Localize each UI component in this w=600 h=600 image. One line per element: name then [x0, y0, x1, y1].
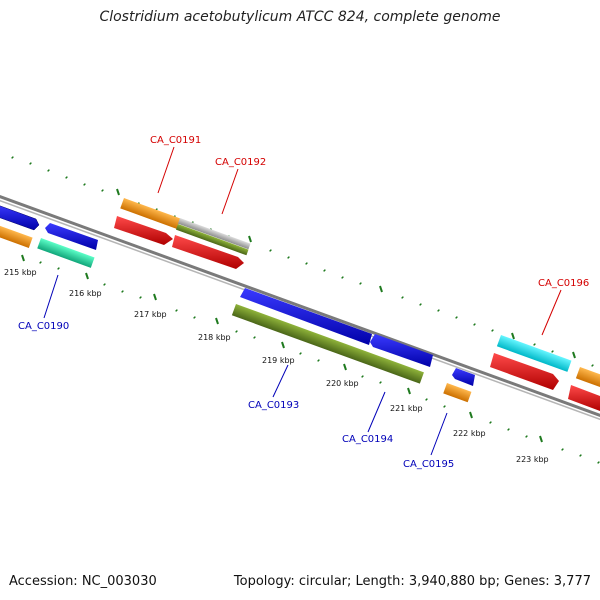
accession-text: Accession: NC_003030 [9, 574, 157, 589]
tick-label: 219 kbp [262, 356, 295, 365]
gene-labels: CA_C0191 CA_C0192 CA_C0196 CA_C0190 CA_C… [18, 135, 589, 470]
gene-teal-left [37, 238, 95, 268]
gene-features [0, 198, 600, 411]
gene-cyan-c0196 [496, 335, 572, 372]
gene-blue-c0193 [240, 288, 372, 345]
gene-red-c0191b [114, 216, 173, 245]
gene-red-c0196b [490, 353, 559, 390]
topology-text: Topology: circular; Length: 3,940,880 bp… [233, 574, 591, 589]
gene-label-ca-c0191: CA_C0191 [150, 135, 201, 146]
tick-label: 215 kbp [4, 268, 37, 277]
tick-label: 216 kbp [69, 289, 102, 298]
gene-label-ca-c0192: CA_C0192 [215, 157, 266, 168]
gene-label-ca-c0193: CA_C0193 [248, 400, 299, 411]
gene-label-ca-c0194: CA_C0194 [342, 434, 393, 445]
gene-olive-c0193 [231, 304, 424, 384]
gene-blue-c0195 [452, 368, 475, 386]
gene-red-c0192b [172, 235, 244, 269]
gene-blue-left-top [0, 205, 40, 231]
gene-orange-c0191 [120, 198, 181, 229]
gene-orange-right [575, 367, 600, 392]
gene-label-ca-c0196: CA_C0196 [538, 278, 589, 289]
tick-label: 218 kbp [198, 333, 231, 342]
gene-orange-left [0, 224, 33, 249]
lower-scale [21, 254, 600, 464]
gene-label-ca-c0190: CA_C0190 [18, 321, 69, 332]
gene-olive-c0192 [175, 224, 249, 256]
tick-label: 220 kbp [326, 379, 359, 388]
leader-lines [43, 146, 562, 456]
tick-label: 222 kbp [453, 429, 486, 438]
tick-label: 217 kbp [134, 310, 167, 319]
map-title: Clostridium acetobutylicum ATCC 824, com… [99, 9, 501, 25]
gene-label-ca-c0195: CA_C0195 [403, 459, 454, 470]
gene-orange-c0195 [443, 383, 472, 403]
tick-labels: 215 kbp 216 kbp 217 kbp 218 kbp 219 kbp … [4, 268, 549, 464]
tick-label: 223 kbp [516, 455, 549, 464]
gene-blue-c0194 [370, 334, 433, 367]
gene-blue-left-second [45, 223, 98, 250]
gene-red-right [568, 385, 600, 411]
gene-gray-c0192 [177, 218, 251, 250]
tick-label: 221 kbp [390, 404, 423, 413]
